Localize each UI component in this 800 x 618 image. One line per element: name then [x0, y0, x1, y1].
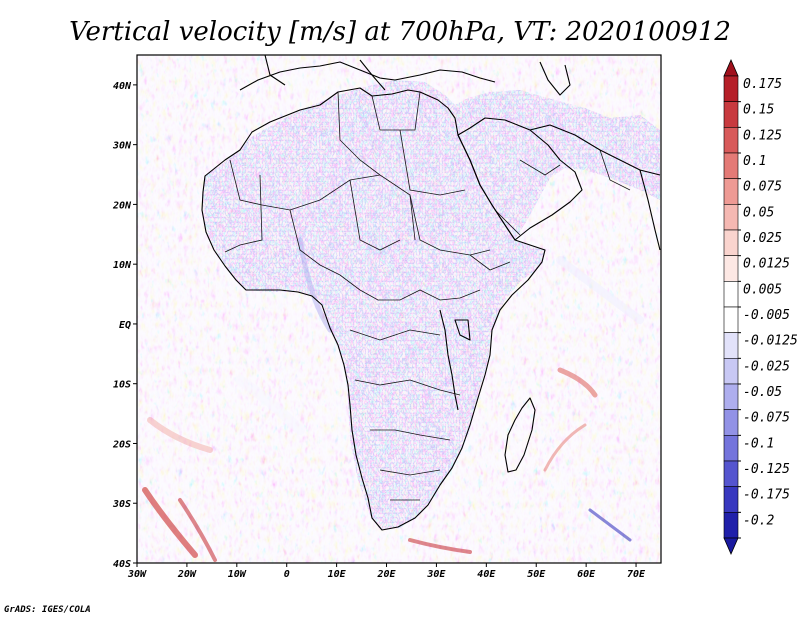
x-tick-label: 30W [127, 569, 147, 580]
x-tick-label: 10E [328, 569, 347, 580]
y-tick-label: 30S [112, 499, 131, 510]
colorbar-label: 0.025 [743, 231, 782, 246]
colorbar-swatch [723, 255, 739, 282]
y-tick-label: 20N [112, 200, 132, 211]
colorbar-swatch [723, 229, 739, 256]
colorbar-swatch [723, 486, 739, 513]
colorbar-label: -0.0125 [743, 334, 798, 349]
x-tick-label: 30E [426, 569, 446, 580]
colorbar-label: 0.075 [743, 180, 782, 195]
country-borders [224, 91, 631, 501]
x-tick-label: 0 [284, 569, 290, 580]
colorbar-swatch [723, 435, 739, 462]
y-tick-label: 40S [113, 559, 131, 570]
coastlines [201, 55, 661, 531]
grads-credit: GrADS: IGES/COLA [4, 605, 91, 615]
colorbar-swatch [723, 178, 739, 205]
x-tick-label: 20E [376, 569, 396, 580]
colorbar-swatch [723, 75, 739, 102]
colorbar-swatch [723, 460, 739, 487]
colorbar-label: -0.125 [743, 462, 790, 477]
plot-frame [136, 54, 662, 564]
colorbar-label: 0.005 [743, 282, 782, 297]
colorbar-swatch [723, 306, 739, 333]
colorbar-swatch [723, 512, 739, 539]
x-tick-label: 60E [577, 569, 596, 580]
y-tick-label: 30N [112, 141, 132, 152]
colorbar-label: 0.15 [743, 103, 774, 118]
y-tick-label: 20S [112, 439, 131, 450]
colorbar-bottom-arrow [723, 537, 739, 555]
x-tick-label: 50E [527, 569, 546, 580]
colorbar-swatch [723, 204, 739, 231]
colorbar-label: -0.025 [743, 359, 790, 374]
colorbar-top-arrow [723, 59, 739, 77]
x-tick-label: 20W [177, 569, 197, 580]
colorbar-label: 0.125 [743, 128, 782, 143]
x-tick-label: 10W [228, 569, 247, 580]
colorbar-label: 0.0125 [743, 257, 790, 272]
y-tick-label: 10N [113, 260, 132, 271]
y-tick-label: 10S [113, 380, 131, 391]
colorbar-swatch [723, 101, 739, 128]
colorbar-swatch [723, 409, 739, 436]
colorbar-label: -0.05 [743, 385, 782, 400]
ocean-features [142, 237, 644, 562]
colorbar-swatch [723, 281, 739, 308]
colorbar-label: -0.005 [743, 308, 790, 323]
x-axis: 30W 20W 10W 0 10E 20E 30E 40E 50E 60E 70E [127, 563, 646, 580]
colorbar: 0.175 0.15 0.125 0.1 0.075 0.05 0.025 0.0125 0.0… [723, 59, 798, 555]
colorbar-label: 0.05 [743, 205, 774, 220]
colorbar-label: -0.1 [743, 436, 774, 451]
colorbar-label: -0.2 [743, 513, 774, 528]
colorbar-swatch [723, 358, 739, 385]
y-tick-label: EQ [119, 320, 131, 331]
colorbar-label: 0.1 [743, 154, 766, 169]
plot-area [137, 55, 661, 563]
map-title: Vertical velocity [m/s] at 700hPa, VT: 2… [69, 17, 731, 47]
y-tick-label: 40N [113, 81, 132, 92]
x-tick-label: 70E [627, 569, 646, 580]
colorbar-swatch [723, 332, 739, 359]
colorbar-label: -0.175 [743, 488, 790, 503]
colorbar-swatch [723, 152, 739, 179]
colorbar-swatch [723, 127, 739, 154]
colorbar-swatch [723, 383, 739, 410]
x-tick-label: 40E [477, 569, 496, 580]
colorbar-label: -0.075 [743, 411, 790, 426]
y-axis: 40N 30N 20N 10N EQ 10S 20S 30S 40S [112, 81, 137, 570]
colorbar-label: 0.175 [743, 77, 782, 92]
